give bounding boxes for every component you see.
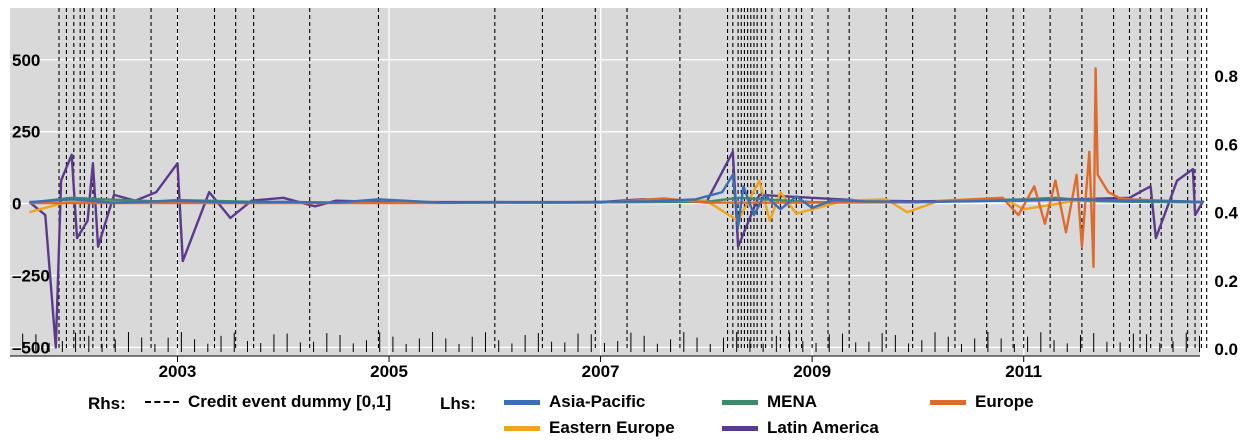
legend-item-credit-event: Credit event dummy [0,1] (145, 392, 391, 412)
plot-area (10, 8, 1200, 356)
x-tick-label: 2009 (793, 362, 831, 381)
x-tick-label: 2003 (159, 362, 197, 381)
right-tick-label: 0.0 (1214, 340, 1238, 359)
legend-item-europe: Europe (930, 392, 1034, 412)
legend-swatch-latin-america (722, 425, 758, 431)
legend-label-europe: Europe (975, 392, 1034, 411)
legend-lhs-label: Lhs: (440, 394, 476, 413)
legend-item-latin-america: Latin America (722, 418, 879, 438)
legend-label-mena: MENA (767, 392, 818, 411)
legend: Rhs: Credit event dummy [0,1] Lhs: Asia-… (0, 388, 1247, 441)
left-tick-label: 250 (12, 123, 40, 142)
left-tick-label: –500 (12, 338, 50, 357)
right-tick-label: 0.6 (1214, 135, 1238, 154)
axes: 500 250 0 –250 –500 0.8 0.6 0.4 0.2 0.0 2003 2005 20… (10, 51, 1239, 381)
right-tick-label: 0.8 (1214, 67, 1238, 86)
series-line-asia-pacific (29, 173, 1204, 228)
legend-swatch-eastern-europe (504, 425, 540, 431)
chart-svg: 500 250 0 –250 –500 0.8 0.6 0.4 0.2 0.0 2003 2005 20… (10, 8, 1239, 381)
left-tick-label: 500 (12, 51, 40, 70)
left-tick-label: 0 (12, 195, 21, 214)
series-layer (28, 67, 1205, 349)
legend-dash-swatch (145, 401, 179, 403)
legend-item-eastern-europe: Eastern Europe (504, 418, 675, 438)
legend-credit-event-label: Credit event dummy [0,1] (188, 392, 392, 411)
legend-item-mena: MENA (722, 392, 817, 412)
x-tick-label: 2005 (370, 362, 408, 381)
x-tick-label: 2007 (582, 362, 620, 381)
legend-label-eastern-europe: Eastern Europe (549, 418, 675, 437)
legend-label-latin-america: Latin America (767, 418, 879, 437)
right-tick-label: 0.2 (1214, 272, 1238, 291)
legend-swatch-mena (722, 399, 758, 405)
legend-label-asia-pacific: Asia-Pacific (549, 392, 646, 411)
legend-item-asia-pacific: Asia-Pacific (504, 392, 645, 412)
left-tick-label: –250 (12, 266, 50, 285)
series-line-europe (29, 67, 1204, 268)
x-tick-label: 2011 (1005, 362, 1042, 381)
legend-swatch-europe (930, 399, 966, 405)
credit-event-dummy-layer (22, 8, 1208, 352)
right-tick-label: 0.4 (1214, 204, 1238, 223)
legend-rhs-label: Rhs: (88, 394, 126, 413)
legend-swatch-asia-pacific (504, 399, 540, 405)
